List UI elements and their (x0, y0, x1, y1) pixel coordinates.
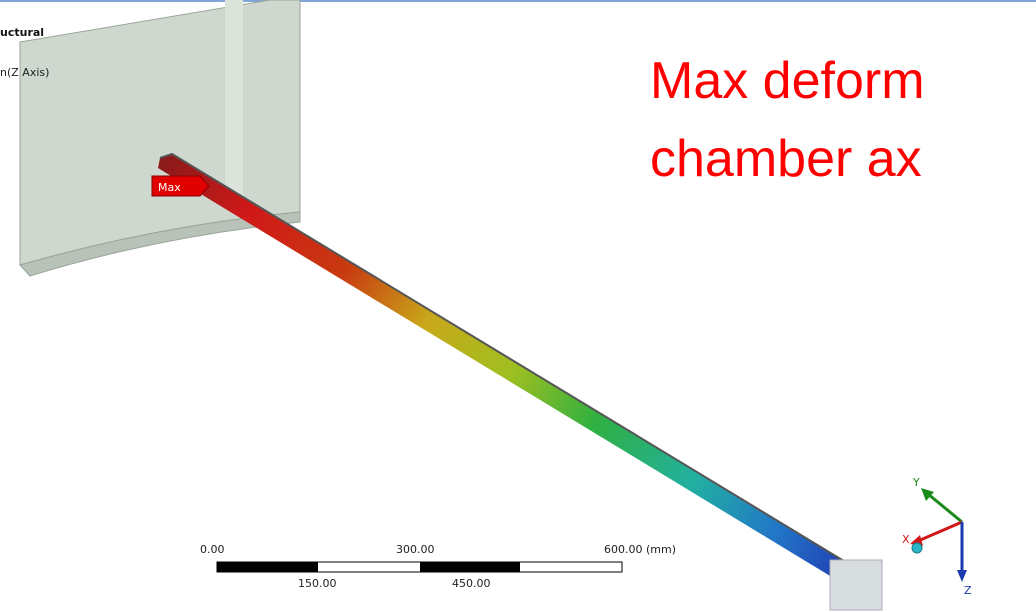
triad-label: Y (912, 476, 920, 489)
probe-label: Max (158, 181, 181, 194)
scale-label: 600.00 (mm) (604, 543, 676, 556)
plate-panel (225, 0, 243, 205)
header-subtitle: n(Z Axis) (0, 66, 49, 79)
scale-label: 450.00 (452, 577, 491, 590)
scale-bar (217, 562, 622, 572)
header-title: uctural (0, 26, 44, 39)
triad-sphere (912, 543, 922, 553)
scale-label: 150.00 (298, 577, 337, 590)
scale-label: 300.00 (396, 543, 435, 556)
viewport: Max uctural n(Z Axis) Max deform chamber… (0, 0, 1036, 612)
annotation-line: chamber ax (650, 130, 922, 188)
annotation-line: Max deform (650, 52, 925, 110)
scale-segment (420, 562, 520, 572)
beam-end-block (830, 560, 882, 610)
triad-label: X (902, 533, 910, 546)
scale-segment (217, 562, 318, 572)
scale-label: 0.00 (200, 543, 225, 556)
triad-label: Z (964, 584, 972, 597)
